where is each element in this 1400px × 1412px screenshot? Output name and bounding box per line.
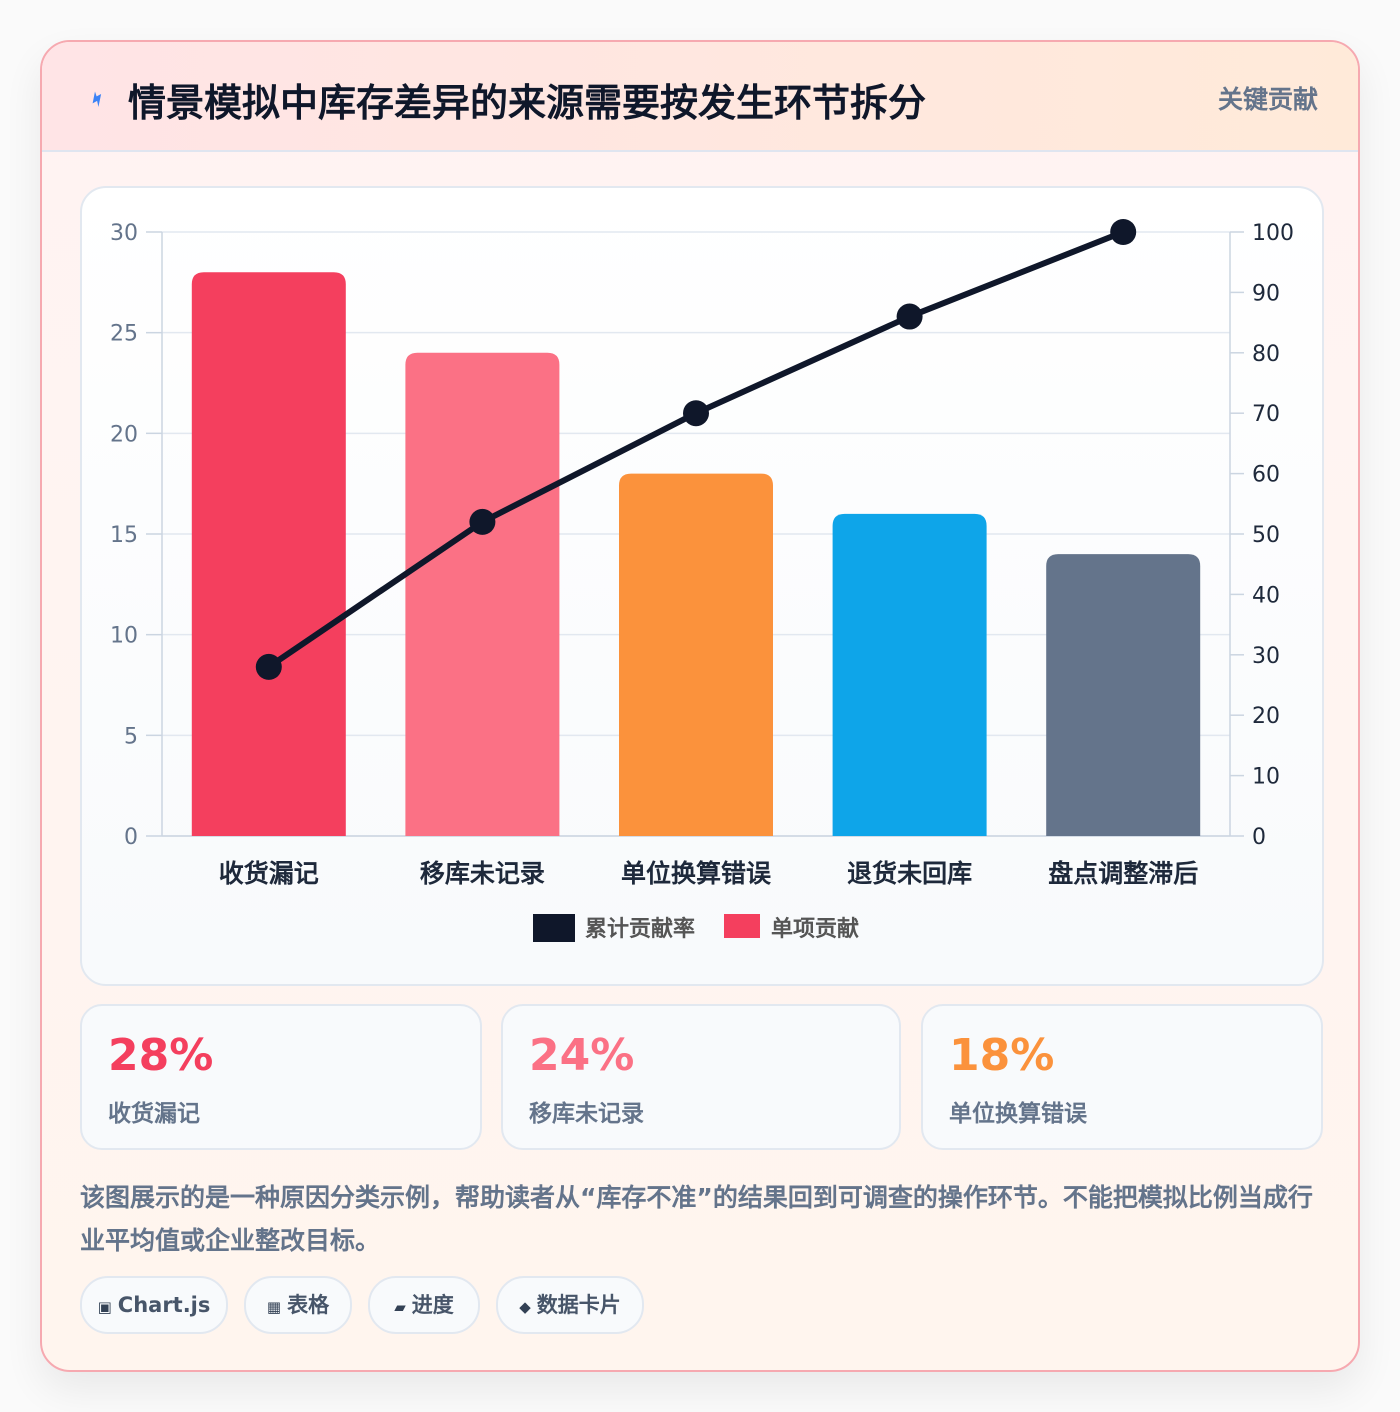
y-left-tick-label: 30: [110, 221, 138, 246]
pareto-chart: 0 5 10 15 20 25 30 0 10 20 30 40 50 60 70 80 90 100 收货漏记 移库…: [110, 219, 1294, 942]
stat-label: 移库未记录: [529, 1101, 644, 1127]
x-tick-label: 收货漏记: [219, 859, 319, 888]
legend-label-cumulative: 累计贡献率: [585, 916, 695, 942]
table-icon: ▦: [266, 1298, 282, 1316]
line-point: [255, 653, 282, 680]
bar: [1046, 554, 1201, 836]
y-right-tick-label: 40: [1252, 583, 1280, 608]
legend-swatch-single: [724, 914, 760, 938]
stat-label: 收货漏记: [108, 1101, 200, 1127]
y-left-tick-label: 10: [110, 624, 138, 649]
y-left-tick-label: 15: [110, 523, 138, 548]
lightning-icon: [92, 91, 102, 107]
chart-description: 该图展示的是一种原因分类示例，帮助读者从“库存不准”的结果回到可调查的操作环节。…: [80, 1183, 1313, 1255]
card-icon: ◆: [519, 1298, 531, 1316]
tag-label: 数据卡片: [536, 1293, 621, 1317]
stat-value: 28%: [108, 1030, 214, 1081]
tag-chartjs[interactable]: ▣ Chart.js: [80, 1276, 228, 1334]
line-point: [683, 400, 709, 427]
y-right-tick-label: 50: [1252, 523, 1280, 548]
y-right-tick-label: 70: [1252, 402, 1280, 427]
stat-label: 单位换算错误: [949, 1101, 1087, 1127]
legend-label-single: 单项贡献: [771, 916, 859, 942]
stat-card-1: 28% 收货漏记: [80, 1004, 482, 1150]
tag-label: 进度: [411, 1293, 454, 1317]
main-card: 情景模拟中库存差异的来源需要按发生环节拆分 关键贡献 0 5 10 15 20 25 30 0…: [40, 40, 1360, 1372]
legend-swatch-cumulative: [533, 914, 575, 942]
card-header: 情景模拟中库存差异的来源需要按发生环节拆分 关键贡献: [42, 42, 1358, 152]
y-right-tick-label: 0: [1252, 825, 1266, 850]
y-right-tick-label: 30: [1252, 644, 1280, 669]
tag-table[interactable]: ▦ 表格: [244, 1276, 352, 1334]
y-right-tick-label: 80: [1252, 342, 1280, 367]
tag-data-card[interactable]: ◆ 数据卡片: [496, 1276, 644, 1334]
x-tick-label: 退货未回库: [847, 859, 972, 888]
bar: [619, 473, 773, 836]
y-right-tick-label: 100: [1252, 221, 1294, 246]
y-right-tick-label: 10: [1252, 765, 1280, 790]
x-tick-label: 盘点调整滞后: [1048, 859, 1198, 888]
stat-card-2: 24% 移库未记录: [501, 1004, 901, 1150]
stat-value: 24%: [529, 1030, 635, 1081]
y-left-tick-label: 0: [124, 825, 138, 850]
tag-label: 表格: [287, 1293, 330, 1317]
progress-icon: ▰: [394, 1298, 406, 1316]
line-point: [469, 508, 496, 535]
y-right-tick-label: 90: [1252, 281, 1280, 306]
bar: [832, 513, 987, 836]
page-title: 情景模拟中库存差异的来源需要按发生环节拆分: [128, 81, 927, 125]
tag-label: Chart.js: [117, 1293, 211, 1317]
tag-progress[interactable]: ▰ 进度: [368, 1276, 480, 1334]
key-contribution-badge: 关键贡献: [1217, 85, 1318, 114]
bar: [191, 272, 346, 836]
x-tick-label: 移库未记录: [420, 859, 545, 888]
y-left-tick-label: 25: [110, 322, 138, 347]
y-left-tick-label: 20: [110, 422, 138, 447]
x-tick-label: 单位换算错误: [621, 859, 772, 888]
chart-panel: 0 5 10 15 20 25 30 0 10 20 30 40 50 60 70 80 90 100 收货漏记 移库…: [80, 186, 1324, 986]
stat-card-3: 18% 单位换算错误: [921, 1004, 1323, 1150]
stat-value: 18%: [949, 1030, 1055, 1081]
y-right-tick-label: 60: [1252, 463, 1280, 488]
y-right-tick-label: 20: [1252, 704, 1280, 729]
line-point: [1110, 219, 1137, 245]
line-point: [896, 303, 923, 330]
y-left-tick-label: 5: [124, 724, 138, 749]
chart-icon: ▣: [97, 1298, 112, 1316]
bar: [405, 352, 560, 836]
